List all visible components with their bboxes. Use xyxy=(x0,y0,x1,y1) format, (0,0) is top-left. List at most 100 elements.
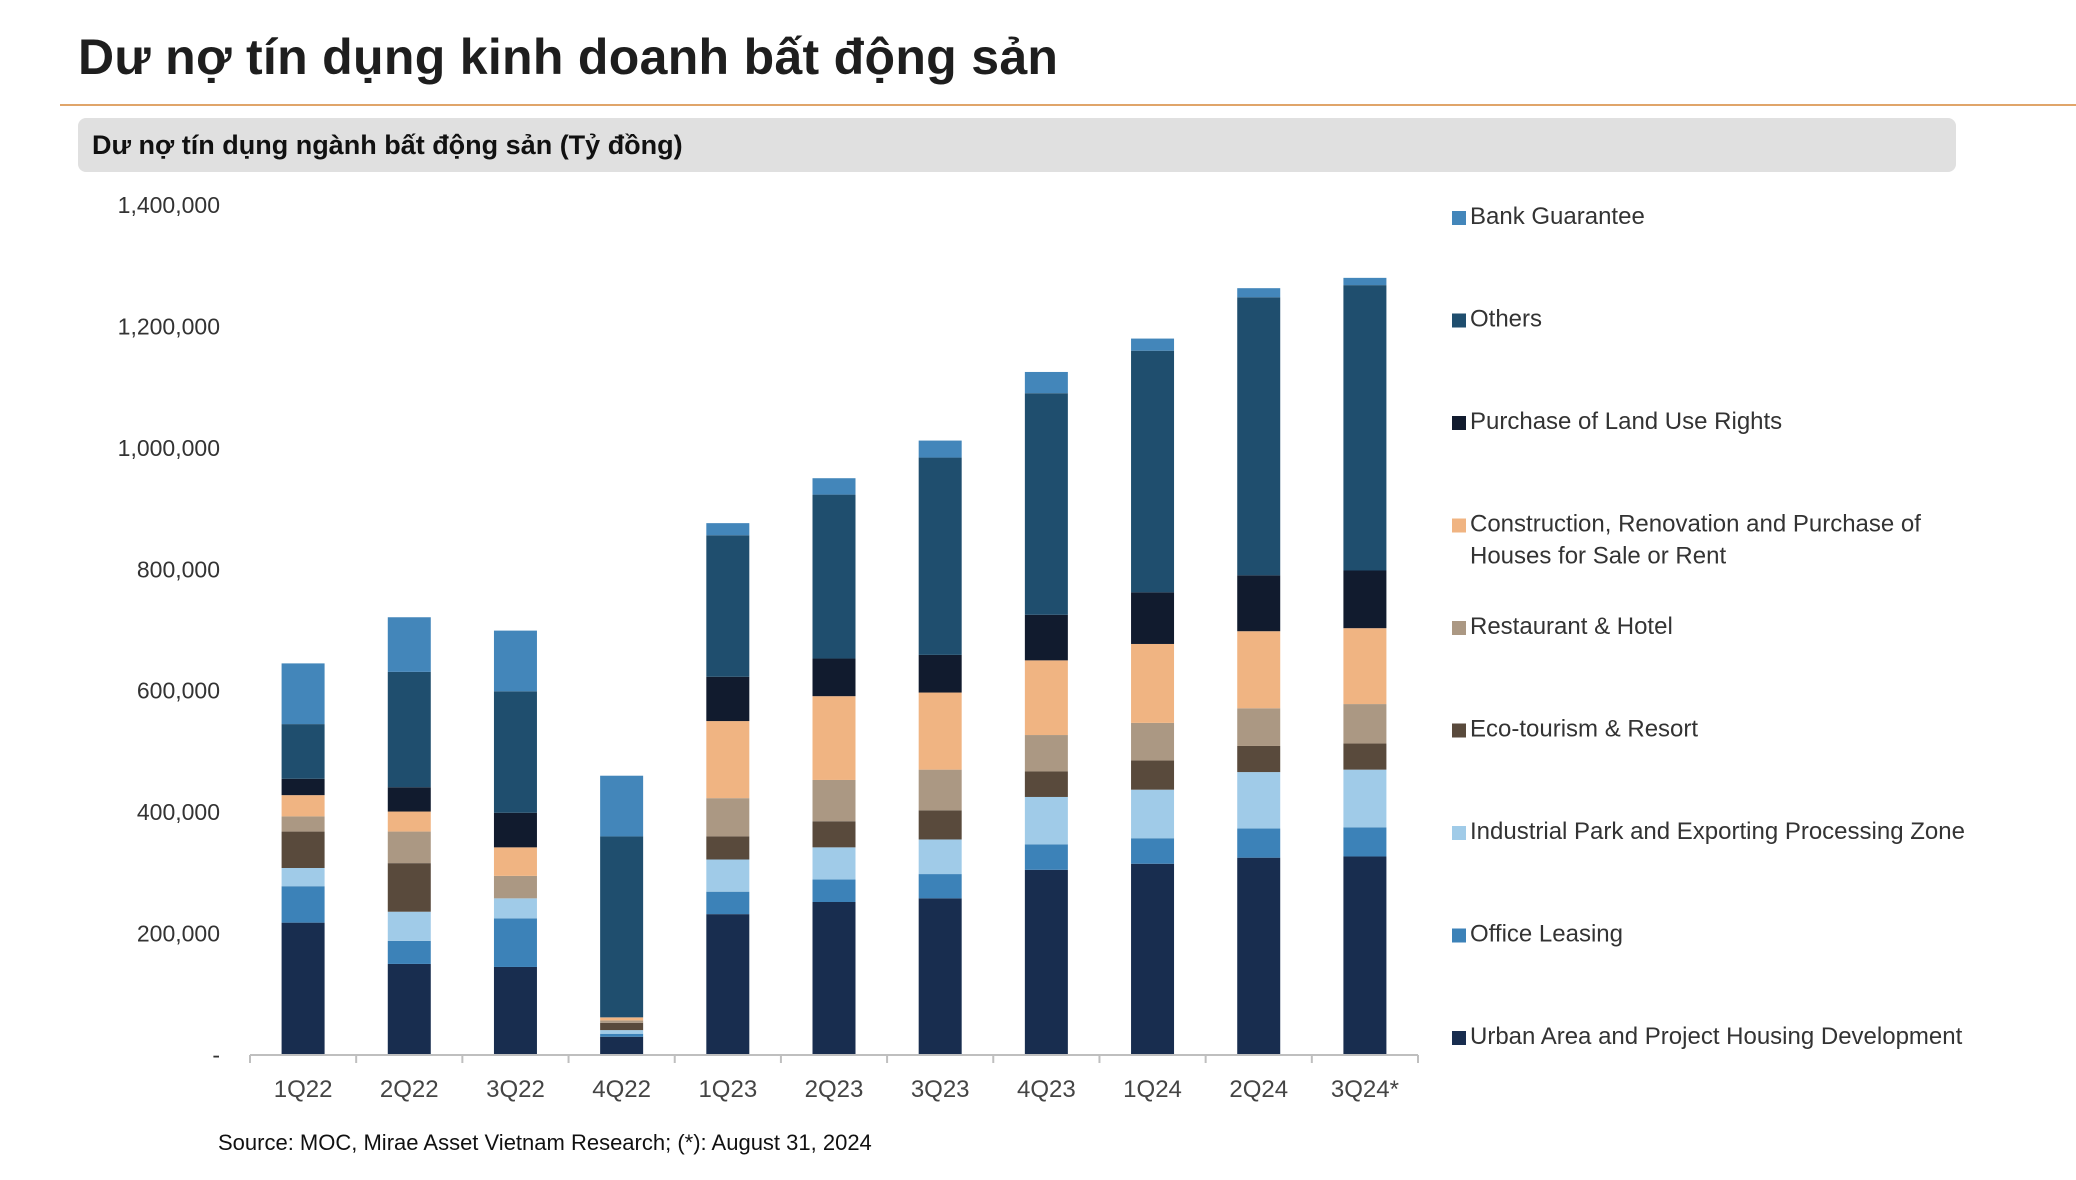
bar-segment xyxy=(600,1036,644,1055)
bar-segment xyxy=(493,847,537,876)
bar-segment xyxy=(918,810,962,840)
y-tick-label: 1,400,000 xyxy=(118,192,220,218)
bar-segment xyxy=(600,1033,644,1037)
bar-segment xyxy=(1237,772,1281,829)
bar-segment xyxy=(387,617,431,672)
bar-segment xyxy=(1237,297,1281,576)
x-tick-label: 4Q22 xyxy=(592,1076,651,1103)
legend-swatch xyxy=(1452,211,1466,225)
legend-swatch xyxy=(1452,416,1466,430)
bar-segment xyxy=(918,692,962,770)
bar-segment xyxy=(600,1030,644,1034)
legend-label: Urban Area and Project Housing Developme… xyxy=(1470,1023,1963,1050)
y-tick-label: - xyxy=(212,1042,220,1068)
x-tick-label: 1Q22 xyxy=(274,1076,333,1103)
y-tick-label: 1,000,000 xyxy=(118,435,220,461)
bar-segment xyxy=(706,859,750,892)
bar-segment xyxy=(281,831,325,868)
bar-segment xyxy=(812,902,856,1055)
bar-segment xyxy=(493,898,537,919)
bar-segment xyxy=(812,658,856,697)
bar-segment xyxy=(1343,856,1387,1055)
bar-segment xyxy=(1237,745,1281,773)
bar-segment xyxy=(387,940,431,964)
bar-segment xyxy=(1343,277,1387,286)
bar-segment xyxy=(706,523,750,536)
bar-segment xyxy=(1024,869,1068,1055)
bar-segment xyxy=(1343,570,1387,629)
bar-segment xyxy=(1343,285,1387,571)
bar-segment xyxy=(1024,660,1068,736)
bar-segment xyxy=(918,457,962,655)
bar-segment xyxy=(281,778,325,796)
bar-segment xyxy=(1237,575,1281,632)
y-axis-labels: - 200,000 400,000 600,000 800,000 1,000,000 1,… xyxy=(118,192,220,1068)
bar-segment xyxy=(1237,708,1281,746)
bar-segment xyxy=(281,816,325,832)
stacked-bar-chart: - 200,000 400,000 600,000 800,000 1,000,000 1,… xyxy=(118,192,1965,1103)
bar-segment xyxy=(706,914,750,1055)
legend-swatch xyxy=(1452,723,1466,738)
bar-segment xyxy=(493,812,537,848)
x-tick-label: 2Q24 xyxy=(1229,1076,1288,1103)
bar-segment xyxy=(1024,796,1068,845)
bar-segment xyxy=(812,696,856,780)
bar-segment xyxy=(812,847,856,880)
legend-label: Construction, Renovation and Purchase of… xyxy=(1470,511,1921,570)
bar-segment xyxy=(600,1022,644,1031)
bar-segment xyxy=(1131,338,1175,351)
bar-segment xyxy=(1024,614,1068,661)
bar-segment xyxy=(600,775,644,837)
bar-series-group xyxy=(281,277,1387,1055)
bar-segment xyxy=(387,963,431,1055)
bar-segment xyxy=(281,724,325,779)
bar-segment xyxy=(1024,735,1068,772)
bar-segment xyxy=(918,440,962,458)
bar-segment xyxy=(1024,393,1068,615)
legend-swatch xyxy=(1452,1031,1466,1045)
bar-segment xyxy=(281,868,325,887)
x-axis: 1Q22 2Q22 3Q22 4Q22 1Q23 2Q23 3Q23 4Q23 1Q24 2Q24… xyxy=(249,1054,1419,1103)
bar-segment xyxy=(812,478,856,495)
bar-segment xyxy=(918,769,962,811)
bar-segment xyxy=(918,839,962,875)
bar-segment xyxy=(1024,844,1068,870)
legend-label: Industrial Park and Exporting Processing… xyxy=(1470,818,1965,845)
bar-segment xyxy=(1131,592,1175,644)
y-tick-label: 200,000 xyxy=(137,921,220,947)
bar-segment xyxy=(1343,827,1387,857)
bar-segment xyxy=(281,795,325,817)
bar-segment xyxy=(387,671,431,788)
bar-segment xyxy=(1343,743,1387,770)
bar-segment xyxy=(493,691,537,813)
bar-segment xyxy=(918,654,962,693)
bar-segment xyxy=(281,663,325,725)
page-title: Dư nợ tín dụng kinh doanh bất động sản xyxy=(78,29,1059,85)
bar-segment xyxy=(1237,631,1281,709)
legend-swatch xyxy=(1452,826,1466,840)
legend-label: Purchase of Land Use Rights xyxy=(1470,408,1782,435)
bar-segment xyxy=(1131,643,1175,723)
bar-segment xyxy=(1343,769,1387,828)
x-tick-label: 1Q24 xyxy=(1123,1076,1182,1103)
legend-label: Eco-tourism & Resort xyxy=(1470,716,1698,743)
bar-segment xyxy=(1131,722,1175,761)
y-tick-label: 1,200,000 xyxy=(118,313,220,339)
legend-label: Office Leasing xyxy=(1470,921,1623,948)
bar-segment xyxy=(1024,371,1068,394)
y-tick-label: 400,000 xyxy=(137,799,220,825)
bar-segment xyxy=(1131,789,1175,839)
bar-segment xyxy=(1237,288,1281,298)
bar-segment xyxy=(1131,760,1175,790)
legend-swatch xyxy=(1452,313,1466,328)
bar-segment xyxy=(706,836,750,860)
title-divider xyxy=(60,104,2076,106)
bar-segment xyxy=(1131,838,1175,864)
bar-segment xyxy=(493,918,537,967)
bar-segment xyxy=(387,863,431,912)
bar-segment xyxy=(706,721,750,799)
legend-swatch xyxy=(1452,518,1466,533)
bar-segment xyxy=(1024,771,1068,797)
x-tick-label: 2Q23 xyxy=(805,1076,864,1103)
bar-segment xyxy=(706,676,750,722)
